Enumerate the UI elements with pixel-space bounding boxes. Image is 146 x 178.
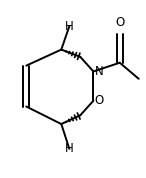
Text: N: N [95,65,104,78]
Text: O: O [95,94,104,107]
Text: H: H [65,142,74,155]
Text: O: O [115,16,124,29]
Text: H: H [65,20,74,33]
